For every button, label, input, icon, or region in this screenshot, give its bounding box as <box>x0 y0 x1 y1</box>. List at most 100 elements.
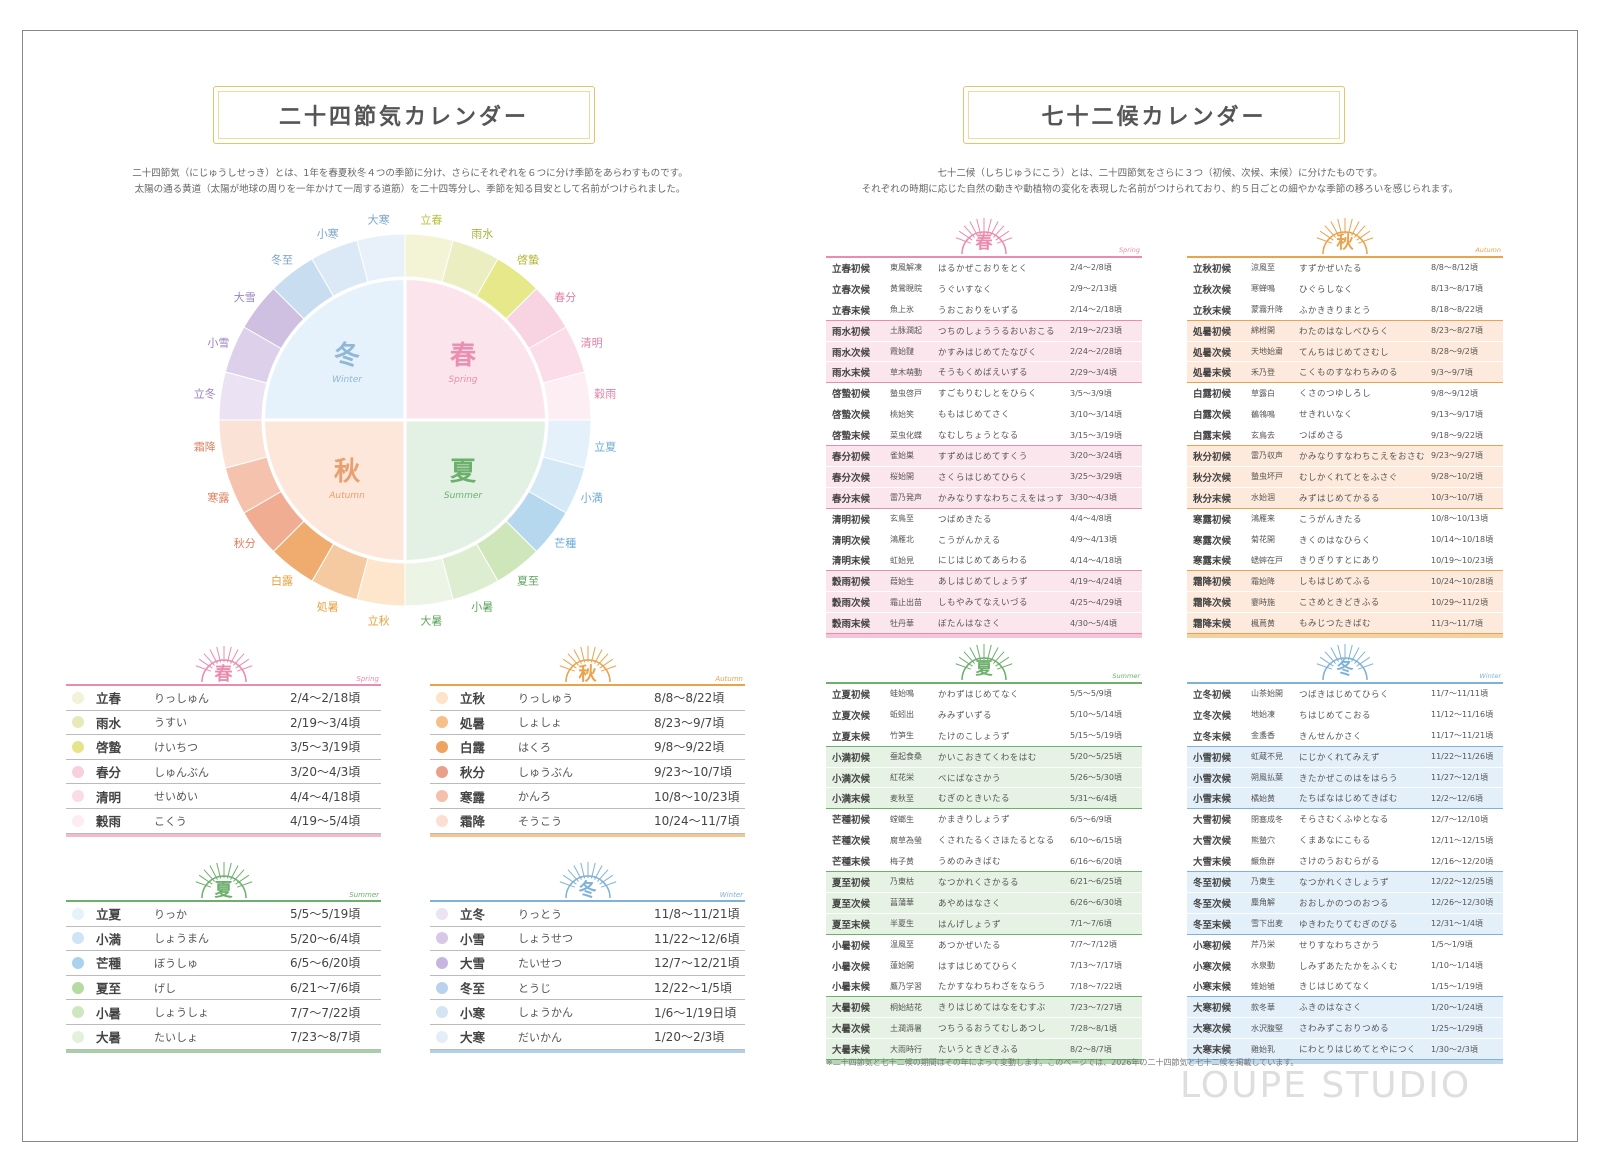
cell-period: 穀雨末候 <box>832 619 871 631</box>
cell-period: 清明末候 <box>832 556 871 568</box>
wheel-season-kanji: 夏 <box>450 457 477 487</box>
cell-kou-name: 雉始雊 <box>1251 981 1275 991</box>
season-en: Winter <box>719 891 743 899</box>
cell-date: 6/21〜6/25頃 <box>1070 877 1122 887</box>
cell-date: 7/23〜7/27頃 <box>1070 1002 1122 1012</box>
wheel-season-en: Winter <box>332 375 363 385</box>
cell-date: 5/15〜5/19頃 <box>1070 731 1122 741</box>
cell-period: 白露初候 <box>1193 389 1232 401</box>
table-row: 小暑末候 鷹乃学習 たかすなわちわざをならう 7/18〜7/22頃 <box>826 976 1142 998</box>
kou-table-0: 春 Spring 立春初候 東風解凍 はるかぜこおりをとく 2/4〜2/8頃 立春次候 黄鶯睍… <box>826 212 1142 639</box>
color-dot <box>436 932 448 945</box>
cell-kou-name: 魚上氷 <box>890 305 914 315</box>
cell-reading: つちのしょううるおいおこる <box>938 326 1056 337</box>
cell-kou-name: 霜止出苗 <box>890 597 922 607</box>
cell-kou-name: 乃東生 <box>1251 877 1275 887</box>
cell-date: 6/16〜6/20頃 <box>1070 856 1122 866</box>
cell-period: 処暑末候 <box>1193 368 1232 380</box>
cell-period: 春分末候 <box>832 493 871 505</box>
cell-kou-name: 乃東枯 <box>890 877 914 887</box>
cell-name: 穀雨 <box>96 814 122 830</box>
cell-period: 処暑次候 <box>1193 347 1232 359</box>
cell-kou-name: 蚯蚓出 <box>890 710 914 720</box>
cell-date: 2/14〜2/18頃 <box>1070 305 1122 315</box>
cell-date: 7/1〜7/6頃 <box>1070 919 1112 929</box>
cell-read: かんろ <box>518 790 551 804</box>
cell-reading: ぼたんはなさく <box>938 619 1002 630</box>
cell-reading: はんげしょうず <box>938 919 1002 930</box>
table-row: 秋分末候 水始涸 みずはじめてかるる 10/3〜10/7頃 <box>1187 487 1503 509</box>
cell-date: 5/5〜5/9頃 <box>1070 689 1112 699</box>
cell-date: 9/28〜10/2頃 <box>1431 472 1483 482</box>
table-row: 清明次候 鴻雁北 こうがんかえる 4/9〜4/13頃 <box>826 530 1142 551</box>
cell-kou-name: 寒蝉鳴 <box>1251 284 1275 294</box>
color-dot <box>436 907 448 920</box>
cell-reading: きりぎりすとにあり <box>1299 556 1381 567</box>
cell-reading: きたかぜこのはをはらう <box>1299 773 1399 784</box>
cell-date: 8/18〜8/22頃 <box>1431 305 1483 315</box>
cell-reading: たかすなわちわざをならう <box>938 982 1047 993</box>
cell-date: 2/4〜2/18頃 <box>290 691 361 706</box>
cell-kou-name: 水始涸 <box>1251 493 1275 503</box>
color-dot <box>436 814 448 827</box>
cell-kou-name: 桜始開 <box>890 472 914 482</box>
cell-date: 8/13〜8/17頃 <box>1431 284 1483 294</box>
cell-name: 秋分 <box>460 765 486 781</box>
cell-reading: わたのはなしべひらく <box>1299 326 1390 337</box>
cell-reading: かみなりすなわちこえをおさむ <box>1299 451 1426 462</box>
cell-kou-name: 梅子黄 <box>890 856 914 866</box>
color-dot <box>436 740 448 753</box>
color-dot <box>72 740 84 753</box>
color-dot <box>436 716 448 729</box>
cell-name: 雨水 <box>96 715 122 731</box>
table-row: 立春末候 魚上氷 うおこおりをいずる 2/14〜2/18頃 <box>826 300 1142 321</box>
cell-period: 啓蟄初候 <box>832 389 871 401</box>
season-kanji: 秋 <box>1336 233 1354 253</box>
table-row: 秋分次候 蟄虫坏戸 むしかくれてとをふさぐ 9/28〜10/2頃 <box>1187 466 1503 488</box>
cell-date: 9/18〜9/22頃 <box>1431 430 1483 440</box>
wheel-season-kanji: 春 <box>450 341 476 371</box>
table-row: 小満末候 麦秋至 むぎのときいたる 5/31〜6/4頃 <box>826 788 1142 810</box>
cell-name: 大寒 <box>460 1030 486 1046</box>
cell-date: 3/30〜4/3頃 <box>1070 493 1117 503</box>
cell-reading: うぐいすなく <box>938 284 993 295</box>
sekki-table-2: 夏 Summer 立夏 りっか 5/5〜5/19頃 小満 しょうまん 5/20〜6/4頃 芒種 ぼ… <box>66 856 381 1053</box>
cell-period: 春分初候 <box>832 451 871 463</box>
cell-period: 寒露次候 <box>1193 535 1232 547</box>
cell-name: 春分 <box>96 765 122 781</box>
color-dot <box>436 691 448 704</box>
cell-reading: しもやみてなえいづる <box>938 598 1029 609</box>
cell-read: しゅんぶん <box>154 765 209 779</box>
table-row: 芒種初候 螳螂生 かまきりしょうず 6/5〜6/9頃 <box>826 809 1142 831</box>
cell-period: 芒種末候 <box>832 857 871 869</box>
table-row: 春分 しゅんぶん 3/20〜4/3頃 <box>66 760 381 785</box>
wheel-label-11: 大暑 <box>420 613 442 627</box>
cell-period: 春分次候 <box>832 472 871 484</box>
cell-name: 立夏 <box>96 907 122 923</box>
table-row: 白露末候 玄鳥去 つばめさる 9/18〜9/22頃 <box>1187 425 1503 447</box>
cell-date: 11/3〜11/7頃 <box>1431 618 1483 628</box>
color-dot <box>72 956 84 969</box>
cell-reading: かまきりしょうず <box>938 815 1011 826</box>
kou-table-3: 冬 Winter 立冬初候 山茶始開 つばきはじめてひらく 11/7〜11/11頃 立冬次候… <box>1187 638 1503 1065</box>
cell-name: 大暑 <box>96 1030 122 1046</box>
cell-reading: つばめさる <box>1299 431 1345 442</box>
cell-kou-name: 雪下出麦 <box>1251 919 1283 929</box>
table-row: 穀雨次候 霜止出苗 しもやみてなえいづる 4/25〜4/29頃 <box>826 592 1142 614</box>
cell-period: 白露次候 <box>1193 410 1232 422</box>
season-kanji: 冬 <box>1336 659 1354 679</box>
cell-kou-name: 雀始巣 <box>890 451 914 461</box>
cell-date: 3/5〜3/9頃 <box>1070 388 1112 398</box>
wheel-label-0: 立春 <box>420 213 442 227</box>
cell-date: 5/20〜5/25頃 <box>1070 752 1122 762</box>
table-row: 雨水初候 土脉潤起 つちのしょううるおいおこる 2/19〜2/23頃 <box>826 320 1142 342</box>
wheel-label-20: 大雪 <box>234 290 256 304</box>
color-dot <box>72 814 84 827</box>
cell-read: しゅうぶん <box>518 765 573 779</box>
table-row: 秋分 しゅうぶん 9/23〜10/7頃 <box>430 760 745 785</box>
cell-date: 4/4〜4/8頃 <box>1070 514 1112 524</box>
color-dot <box>436 981 448 994</box>
table-row: 啓蟄次候 桃始笑 ももはじめてさく 3/10〜3/14頃 <box>826 404 1142 426</box>
cell-read: たいせつ <box>518 956 562 970</box>
cell-period: 立秋次候 <box>1193 284 1232 296</box>
